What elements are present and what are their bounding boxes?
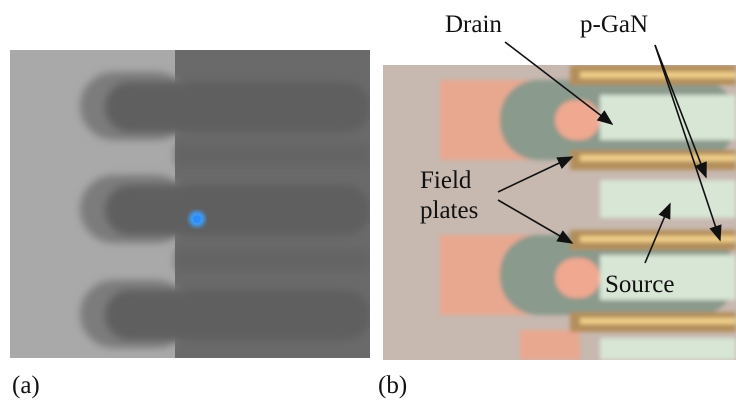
panel-label: (a) [12,372,40,399]
annotation-label: plates [420,197,478,224]
panel-a-image [10,50,370,358]
annotation-arrows [497,41,722,264]
annotation-label: Source [605,271,674,298]
annotation-label: p-GaN [580,11,648,38]
panel-b-image [383,65,736,360]
annotations: Drain p-GaN Field plates Source [420,11,674,298]
annotation-label: Drain [445,11,502,38]
panel-label: (b) [378,372,407,399]
annotation-label: Field [420,167,472,194]
